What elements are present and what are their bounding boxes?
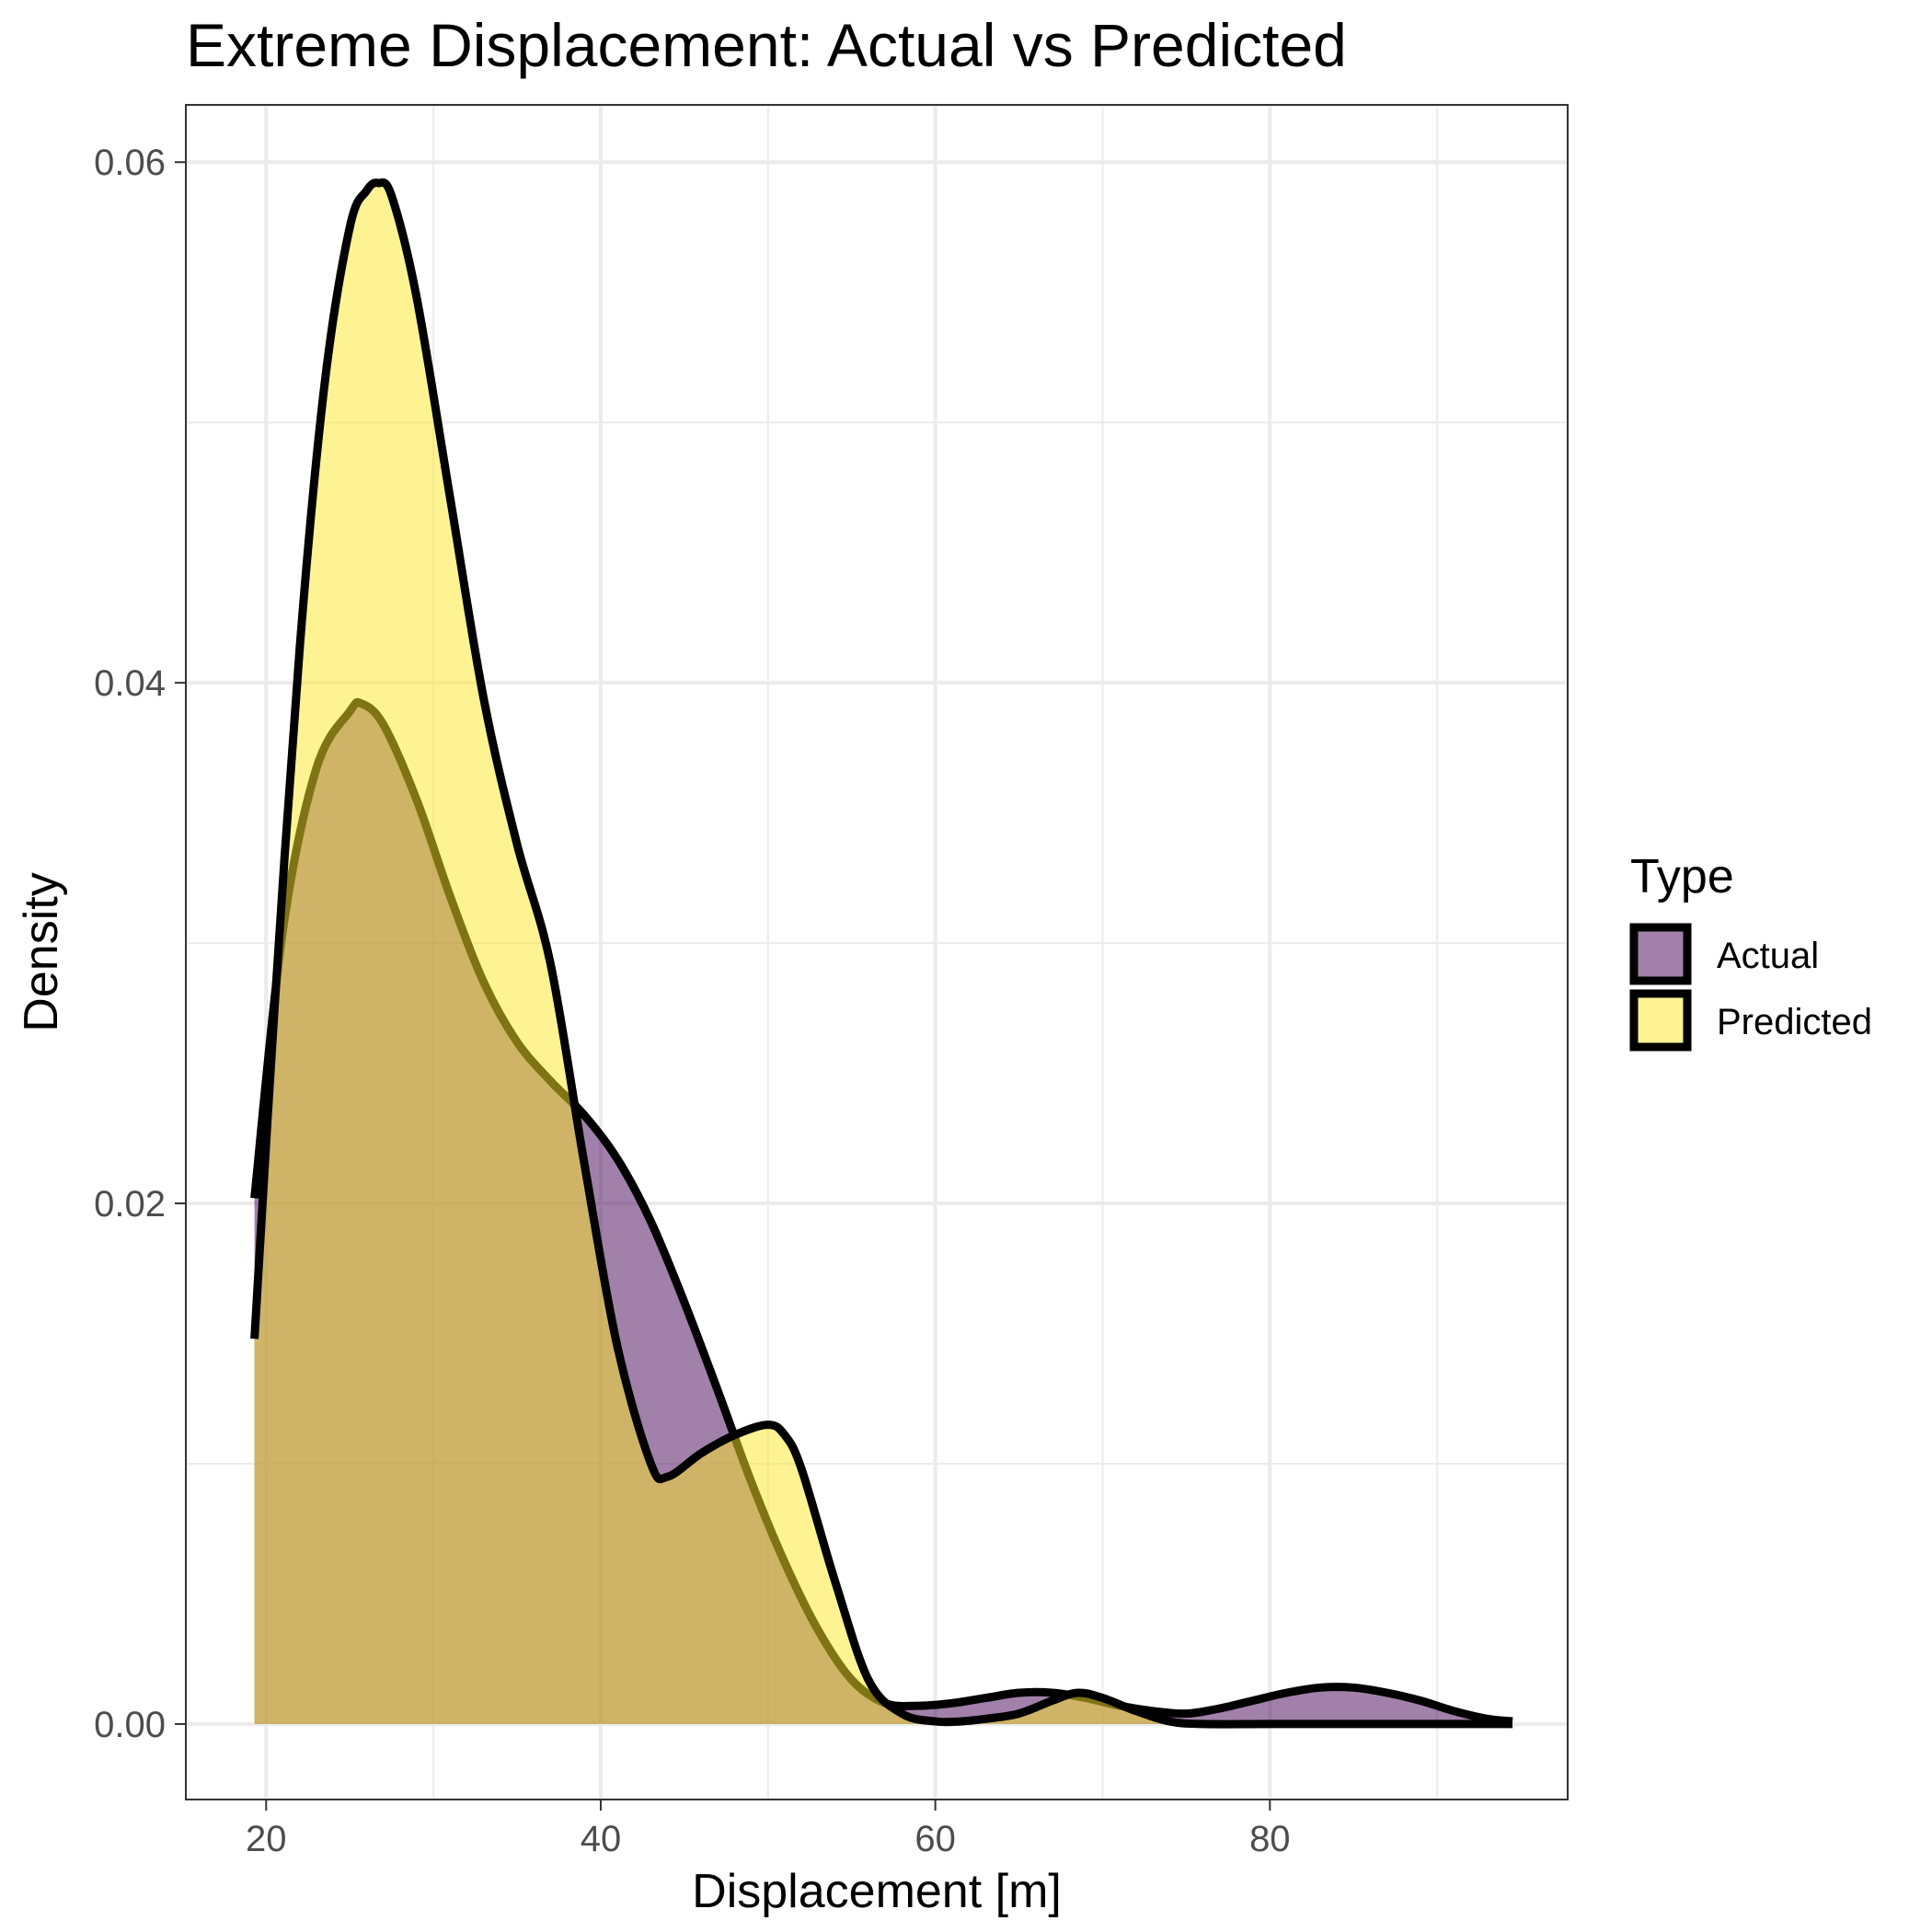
legend: Type Actual Predicted [1629,850,1872,1052]
density-outline-predicted [250,178,1512,1729]
y-tick-label: 0.00 [94,1705,166,1745]
legend-title: Type [1630,850,1734,903]
y-tick-label: 0.04 [94,663,166,704]
plot-panel-border [185,104,1569,1800]
legend-label-actual: Actual [1717,936,1819,976]
y-axis-title: Density [15,872,68,1031]
density-series [250,178,1513,1729]
y-tick-label: 0.02 [94,1184,166,1225]
x-axis-title: Displacement [m] [692,1865,1062,1918]
legend-key-predicted [1629,989,1692,1052]
axes: 20 40 60 80 0.00 0.02 0.04 0.06 [94,143,1290,1859]
x-tick-label: 40 [581,1819,622,1859]
legend-key-actual [1629,923,1692,985]
legend-label-predicted: Predicted [1717,1002,1872,1042]
x-tick-label: 60 [914,1819,956,1859]
chart-title: Extreme Displacement: Actual vs Predicte… [186,11,1347,79]
y-tick-label: 0.06 [94,143,166,183]
grid-lines [186,105,1568,1800]
x-tick-label: 80 [1249,1819,1291,1859]
x-tick-label: 20 [246,1819,287,1859]
density-area-predicted [254,182,1513,1725]
